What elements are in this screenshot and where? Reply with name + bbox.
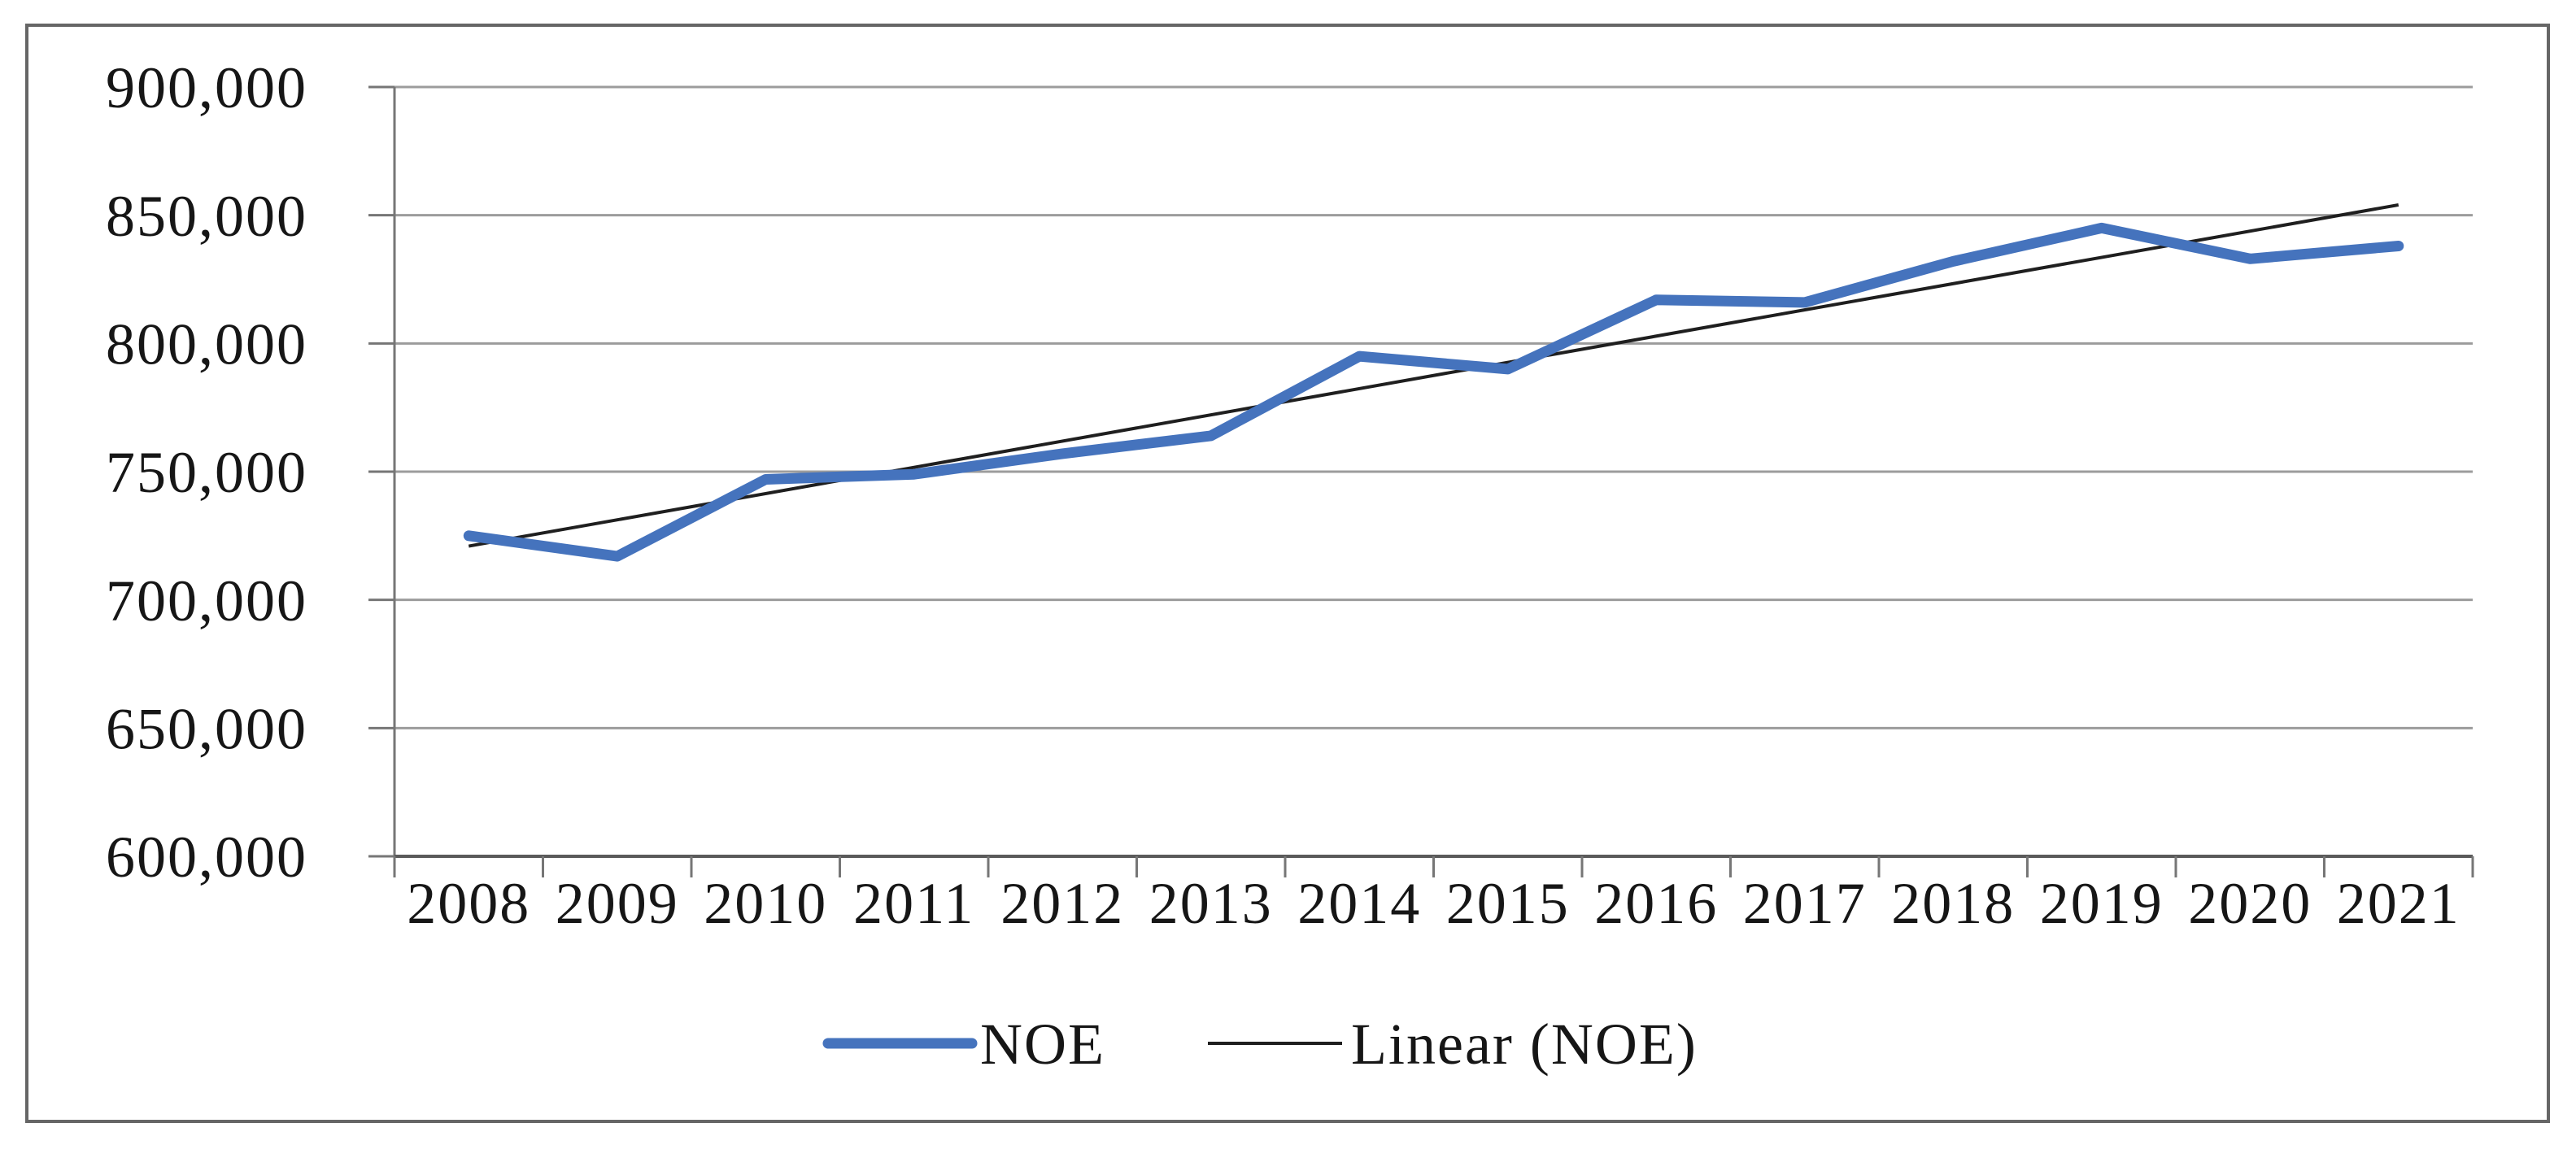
x-axis-tick-label: 2011	[853, 871, 974, 936]
y-axis-tick-label: 900,000	[106, 55, 307, 120]
y-axis-tick-label: 700,000	[106, 568, 307, 633]
chart-frame-border	[25, 24, 2550, 1123]
x-axis-tick-label: 2017	[1743, 871, 1867, 936]
x-axis-tick-label: 2021	[2337, 871, 2460, 936]
noe-series-line	[463, 222, 2404, 562]
x-axis-tick-label: 2020	[2188, 871, 2312, 936]
y-axis-tick-label: 850,000	[106, 184, 307, 249]
x-axis-tick-label: 2019	[2040, 871, 2164, 936]
y-axis-tick-label: 750,000	[106, 440, 307, 505]
linear-trendline	[468, 202, 2399, 548]
x-axis-tick-label: 2009	[556, 871, 679, 936]
y-axis-tick-label: 600,000	[106, 825, 307, 890]
x-axis-tick-label: 2015	[1446, 871, 1570, 936]
x-axis-tick-label: 2016	[1594, 871, 1718, 936]
y-axis-tick-label: 650,000	[106, 697, 307, 762]
y-axis-tick-label: 800,000	[106, 312, 307, 377]
legend-noe-label: NOE	[980, 1012, 1105, 1077]
x-axis-tick-label: 2010	[704, 871, 827, 936]
x-axis-tick-label: 2012	[1000, 871, 1124, 936]
legend-linear-label: Linear (NOE)	[1351, 1012, 1698, 1077]
x-axis-tick-label: 2018	[1891, 871, 2015, 936]
x-axis-tick-label: 2014	[1297, 871, 1421, 936]
x-axis-tick-label: 2008	[407, 871, 530, 936]
x-axis-tick-label: 2013	[1149, 871, 1273, 936]
